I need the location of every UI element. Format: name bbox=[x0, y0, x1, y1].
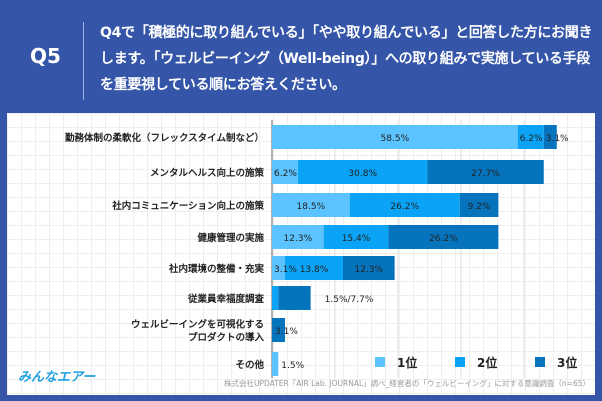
source-note: 株式会社UPDATER「AIR Lab. JOURNAL」調べ_経営者の「ウェル… bbox=[223, 379, 590, 388]
bar-segment bbox=[388, 225, 499, 249]
data-label: 58.5% bbox=[381, 134, 410, 144]
bar-segment bbox=[285, 256, 343, 280]
bar-segment bbox=[272, 225, 324, 249]
category-label: 健康管理の実施 bbox=[197, 232, 264, 244]
bar-segment bbox=[342, 256, 395, 280]
data-label: 1.5% bbox=[281, 361, 304, 371]
legend-swatch bbox=[535, 357, 545, 367]
legend-label: 1位 bbox=[397, 355, 417, 370]
legend-label: 3位 bbox=[557, 355, 577, 370]
bar-segment bbox=[278, 286, 311, 310]
legend-label: 2位 bbox=[477, 355, 497, 370]
category-label: 従業員幸福度調査 bbox=[187, 293, 265, 305]
data-label: 1.5%/7.7% bbox=[325, 295, 374, 305]
data-label: 18.5% bbox=[297, 202, 326, 212]
question-title: Q4で「積極的に取り組んでいる」「やや取り組んでいる」と回答した方にお聞きします… bbox=[100, 25, 593, 93]
bar-segment bbox=[272, 125, 518, 149]
bar-segment bbox=[323, 225, 389, 249]
data-label: 12.3% bbox=[355, 265, 384, 275]
data-label: 26.2% bbox=[429, 234, 458, 244]
legend-swatch bbox=[375, 357, 385, 367]
bar-segment bbox=[272, 193, 350, 217]
bar-segment bbox=[349, 193, 460, 217]
bar-segment bbox=[272, 318, 286, 342]
bar-segment bbox=[543, 125, 557, 149]
bar-segment bbox=[459, 193, 499, 217]
data-label: 9.2% bbox=[468, 202, 491, 212]
category-label: プロダクトの導入 bbox=[188, 332, 265, 344]
question-number: Q5 bbox=[30, 44, 61, 68]
category-label: その他 bbox=[235, 359, 264, 371]
data-label: 27.7% bbox=[471, 169, 500, 179]
data-label: 6.2% bbox=[520, 134, 543, 144]
data-label: 3.1% bbox=[275, 327, 298, 337]
data-label: 26.2% bbox=[390, 202, 419, 212]
data-label: 3.1% bbox=[546, 134, 569, 144]
legend-swatch bbox=[455, 357, 465, 367]
bar-segment bbox=[272, 160, 299, 184]
logo: みんなエアー bbox=[18, 370, 96, 385]
bar-segment bbox=[517, 125, 544, 149]
data-label: 30.8% bbox=[348, 169, 377, 179]
bar-segment bbox=[298, 160, 428, 184]
bar-segment bbox=[272, 286, 279, 310]
category-label: メンタルヘルス向上の施策 bbox=[150, 167, 265, 179]
data-label: 12.3% bbox=[284, 234, 313, 244]
bar-segment bbox=[272, 256, 286, 280]
data-label: 15.4% bbox=[342, 234, 371, 244]
category-label: 勤務体制の柔軟化（フレックスタイム制など） bbox=[65, 132, 264, 144]
divider bbox=[83, 22, 84, 100]
data-label: 13.8% bbox=[300, 265, 329, 275]
bar-segment bbox=[272, 352, 279, 376]
category-label: ウェルビーイングを可視化する bbox=[131, 319, 264, 331]
category-label: 社内環境の整備・充実 bbox=[168, 263, 265, 275]
data-label: 3.1% bbox=[274, 265, 297, 275]
category-label: 社内コミュニケーション向上の施策 bbox=[111, 200, 264, 212]
data-label: 6.2% bbox=[274, 169, 297, 179]
bar-segment bbox=[427, 160, 544, 184]
